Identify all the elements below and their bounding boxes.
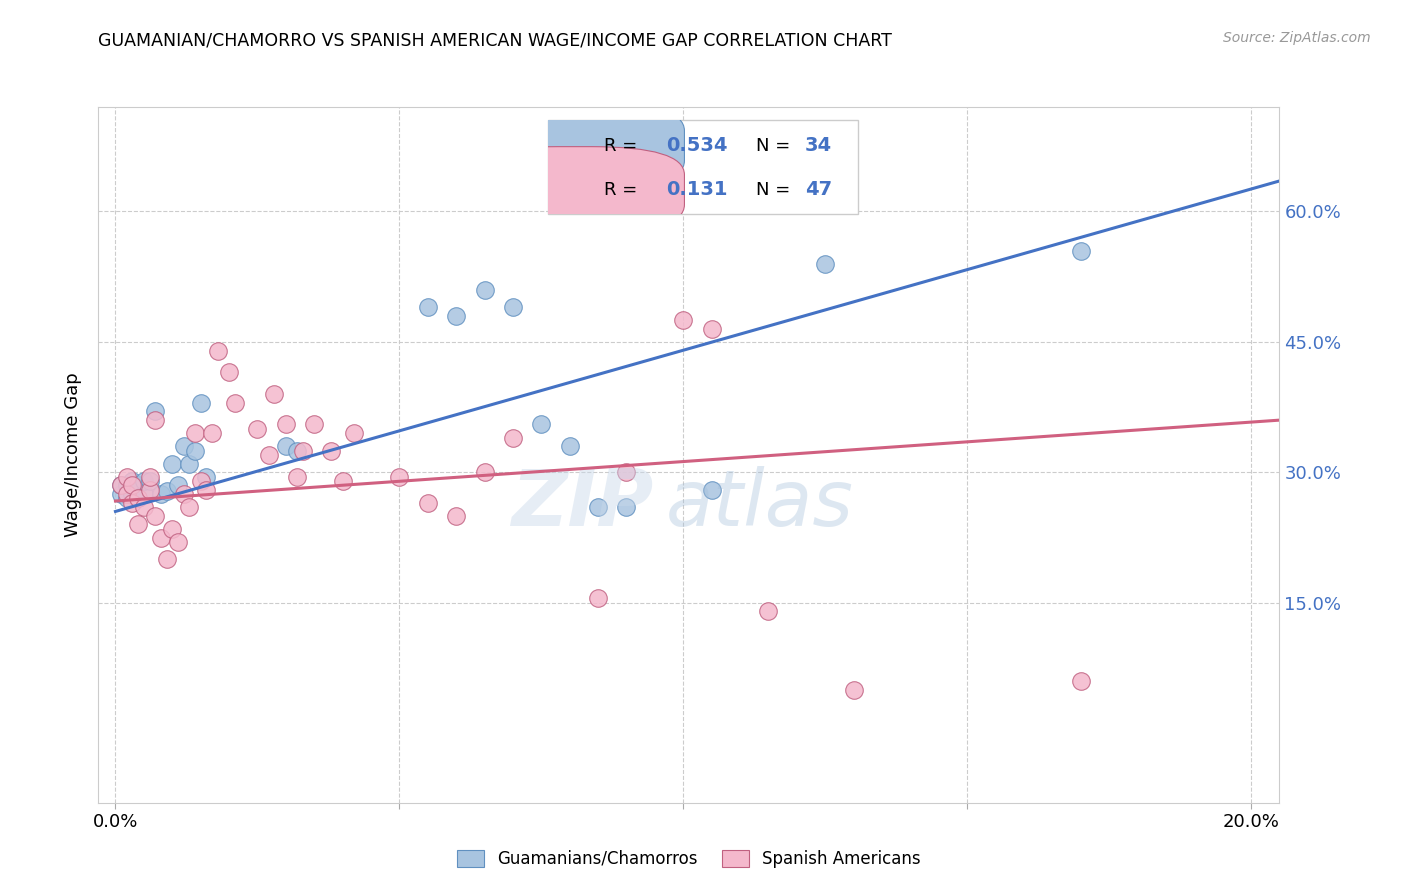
Point (132, 500, 155, 514)
Point (672, 313, 695, 327)
Point (558, 439, 581, 453)
FancyBboxPatch shape (465, 146, 685, 233)
Point (110, 478, 132, 492)
FancyBboxPatch shape (548, 120, 858, 214)
Point (190, 474, 212, 488)
Point (127, 491, 149, 506)
Point (302, 417, 325, 432)
Point (121, 496, 143, 510)
Point (321, 443, 343, 458)
Point (115, 491, 138, 506)
Point (207, 343, 229, 358)
Point (218, 365, 240, 379)
Point (502, 430, 524, 444)
Text: 47: 47 (806, 180, 832, 199)
Legend: Guamanians/Chamorros, Spanish Americans: Guamanians/Chamorros, Spanish Americans (450, 843, 928, 874)
Point (138, 474, 160, 488)
Point (1070, 674, 1092, 689)
Point (224, 395, 246, 409)
Point (162, 457, 183, 471)
Point (110, 487, 132, 501)
Point (274, 439, 297, 453)
Point (184, 426, 207, 441)
Point (173, 487, 195, 501)
Point (291, 443, 314, 458)
Point (1070, 244, 1092, 258)
Point (195, 469, 218, 483)
Point (167, 534, 190, 549)
Point (138, 469, 160, 483)
Point (121, 474, 143, 488)
Point (814, 257, 837, 271)
Point (115, 478, 138, 492)
Point (285, 443, 308, 458)
Point (138, 483, 160, 497)
Text: 0.534: 0.534 (666, 136, 727, 155)
Point (758, 605, 780, 619)
Point (444, 309, 467, 323)
Point (121, 487, 143, 501)
Point (132, 487, 155, 501)
Point (201, 426, 224, 441)
Point (332, 474, 354, 488)
Point (616, 466, 638, 480)
Point (474, 466, 496, 480)
Point (586, 500, 609, 514)
Point (127, 478, 149, 492)
Point (121, 478, 143, 492)
Text: Source: ZipAtlas.com: Source: ZipAtlas.com (1223, 31, 1371, 45)
Text: ZIP: ZIP (512, 466, 654, 541)
Point (616, 500, 638, 514)
FancyBboxPatch shape (465, 103, 685, 189)
Text: GUAMANIAN/CHAMORRO VS SPANISH AMERICAN WAGE/INCOME GAP CORRELATION CHART: GUAMANIAN/CHAMORRO VS SPANISH AMERICAN W… (98, 31, 893, 49)
Point (263, 387, 285, 401)
Text: 34: 34 (806, 136, 832, 155)
Point (842, 682, 865, 697)
Point (388, 469, 411, 483)
Point (700, 483, 723, 497)
Text: R =: R = (605, 181, 637, 199)
Point (173, 439, 195, 453)
Text: N =: N = (755, 181, 790, 199)
Point (179, 500, 201, 514)
Point (343, 426, 366, 441)
Point (115, 469, 138, 483)
Point (257, 448, 280, 462)
Point (700, 322, 723, 336)
Point (416, 300, 439, 314)
Point (155, 552, 177, 566)
Text: N =: N = (755, 136, 790, 154)
Point (179, 457, 201, 471)
Point (155, 484, 177, 499)
Point (285, 469, 308, 483)
Point (530, 417, 553, 432)
Point (184, 443, 207, 458)
Point (246, 422, 269, 436)
Point (143, 508, 166, 523)
Point (132, 474, 155, 488)
Point (110, 478, 132, 492)
Point (167, 478, 190, 492)
Point (127, 517, 149, 532)
Point (149, 487, 172, 501)
Point (586, 591, 609, 606)
Point (162, 522, 183, 536)
Point (274, 417, 297, 432)
Point (444, 508, 467, 523)
Point (143, 404, 166, 418)
Point (149, 531, 172, 545)
Point (474, 283, 496, 297)
Text: 0.131: 0.131 (666, 180, 727, 199)
Point (143, 413, 166, 427)
Point (190, 395, 212, 409)
Point (502, 300, 524, 314)
Y-axis label: Wage/Income Gap: Wage/Income Gap (65, 373, 83, 537)
Point (416, 496, 439, 510)
Text: R =: R = (605, 136, 637, 154)
Point (195, 483, 218, 497)
Text: atlas: atlas (665, 466, 853, 541)
Point (127, 491, 149, 506)
Point (115, 487, 138, 501)
